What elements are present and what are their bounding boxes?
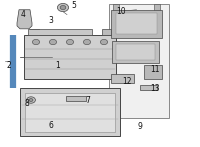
Circle shape <box>32 39 40 45</box>
FancyBboxPatch shape <box>116 13 157 34</box>
Circle shape <box>66 39 74 45</box>
Circle shape <box>29 99 33 101</box>
FancyBboxPatch shape <box>111 10 162 38</box>
FancyBboxPatch shape <box>140 85 157 90</box>
FancyBboxPatch shape <box>30 29 39 35</box>
FancyBboxPatch shape <box>28 29 92 35</box>
Circle shape <box>83 39 91 45</box>
FancyBboxPatch shape <box>25 93 115 132</box>
FancyBboxPatch shape <box>66 96 86 101</box>
Text: 6: 6 <box>49 121 53 130</box>
FancyBboxPatch shape <box>24 35 116 79</box>
Polygon shape <box>17 10 32 29</box>
Circle shape <box>100 39 108 45</box>
Text: 4: 4 <box>21 10 25 19</box>
Text: 10: 10 <box>116 7 126 16</box>
FancyBboxPatch shape <box>144 65 162 80</box>
Circle shape <box>60 5 66 10</box>
Circle shape <box>49 39 57 45</box>
Text: 1: 1 <box>56 61 60 70</box>
Circle shape <box>27 97 35 103</box>
Text: 12: 12 <box>122 77 132 86</box>
Text: 9: 9 <box>138 122 142 131</box>
FancyBboxPatch shape <box>20 88 120 136</box>
FancyBboxPatch shape <box>112 41 159 63</box>
FancyBboxPatch shape <box>116 44 155 60</box>
Text: 8: 8 <box>25 99 29 108</box>
Text: 7: 7 <box>86 96 90 105</box>
FancyBboxPatch shape <box>113 4 119 10</box>
FancyBboxPatch shape <box>111 74 134 83</box>
FancyBboxPatch shape <box>154 4 160 10</box>
Circle shape <box>57 3 69 12</box>
Text: 3: 3 <box>49 16 53 25</box>
FancyBboxPatch shape <box>102 29 111 35</box>
Text: 11: 11 <box>150 65 160 74</box>
FancyBboxPatch shape <box>109 4 169 118</box>
Text: 5: 5 <box>72 1 76 10</box>
Text: 13: 13 <box>150 84 160 93</box>
Text: 2: 2 <box>7 61 11 70</box>
